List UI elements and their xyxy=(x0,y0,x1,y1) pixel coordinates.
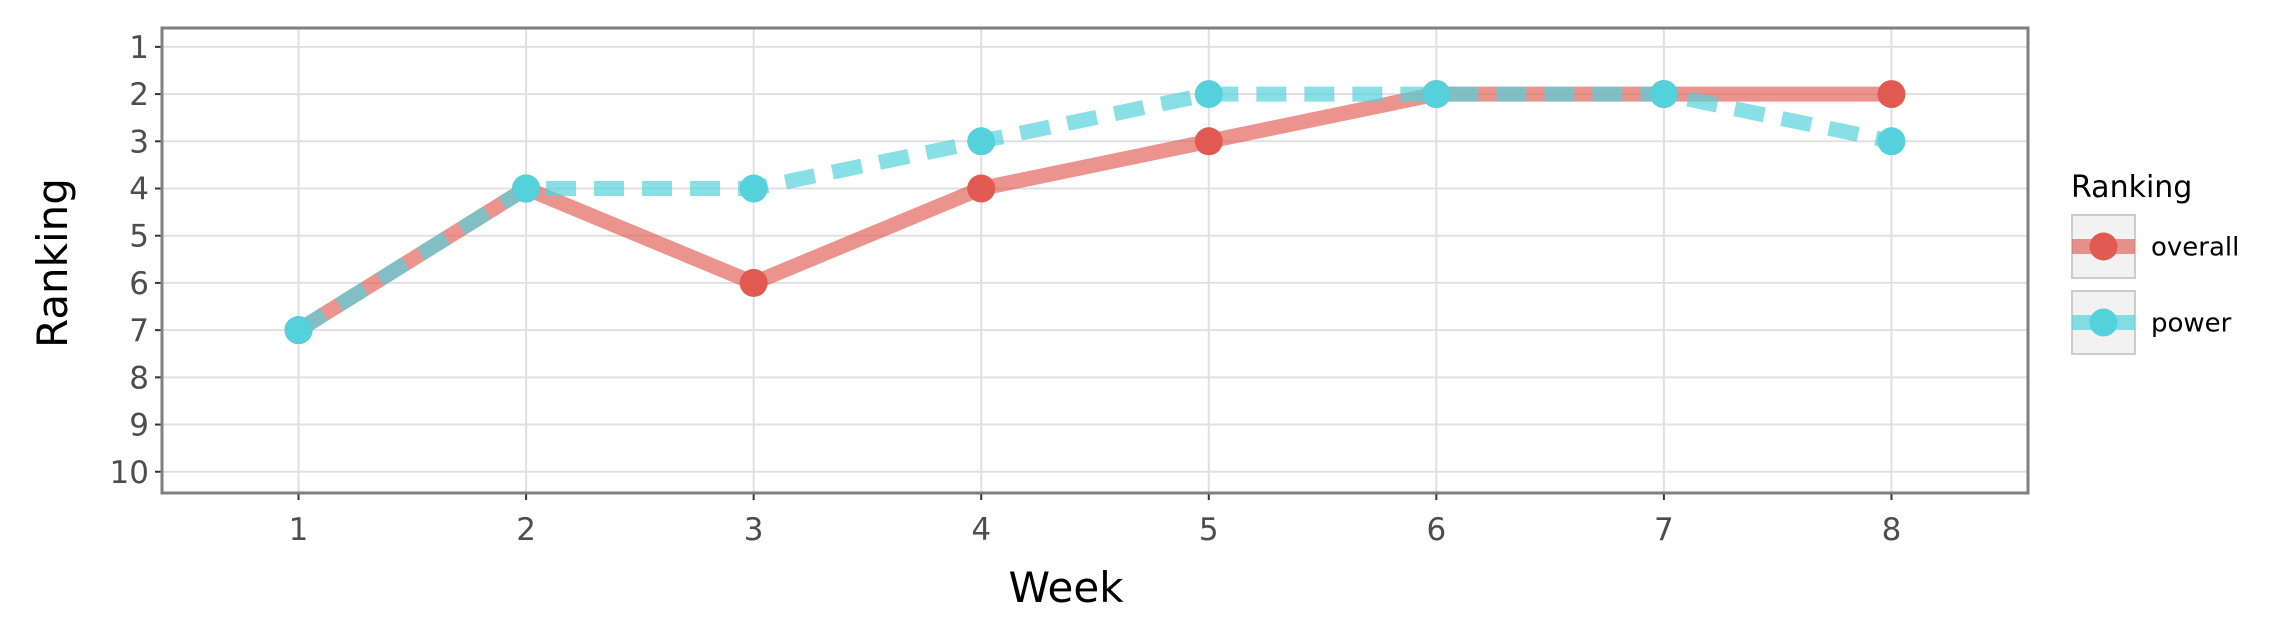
y-tick-label: 1 xyxy=(129,30,149,66)
y-tick-label: 8 xyxy=(129,360,149,396)
y-tick-label: 3 xyxy=(129,124,149,160)
series-points xyxy=(284,80,1906,345)
panel-border xyxy=(160,26,2030,495)
x-tick-label: 1 xyxy=(289,512,309,548)
data-point-overall xyxy=(1877,80,1906,109)
x-tick-label: 4 xyxy=(971,512,991,548)
legend-items: overall power xyxy=(2071,214,2239,355)
data-point-power xyxy=(1649,80,1678,109)
x-tick-label: 5 xyxy=(1199,512,1219,548)
legend-key-point xyxy=(2089,232,2118,261)
legend-item-power: power xyxy=(2071,290,2232,355)
data-point-overall xyxy=(967,174,996,203)
x-tick-label: 7 xyxy=(1654,512,1674,548)
x-tick-label: 2 xyxy=(516,512,536,548)
series-line-overall xyxy=(294,86,1892,337)
y-tick-label: 4 xyxy=(129,172,149,208)
data-point-power xyxy=(1194,80,1223,109)
data-point-overall xyxy=(739,268,768,297)
legend-item-overall: overall xyxy=(2071,214,2239,279)
x-axis-title: Week xyxy=(1008,563,1124,612)
data-point-power xyxy=(1877,127,1906,156)
y-tick-label: 5 xyxy=(129,219,149,255)
series-lines xyxy=(294,86,1894,337)
data-point-power xyxy=(284,316,313,345)
data-point-power xyxy=(1422,80,1451,109)
y-tick-label: 2 xyxy=(129,77,149,113)
legend-label: overall xyxy=(2151,233,2239,263)
legend-key-point xyxy=(2089,308,2118,337)
data-point-power xyxy=(512,174,541,203)
data-point-overall xyxy=(1194,127,1223,156)
y-tick-label: 7 xyxy=(129,313,149,349)
y-tick-label: 6 xyxy=(129,266,149,302)
y-axis-title: Ranking xyxy=(28,178,77,348)
legend-label: power xyxy=(2151,309,2232,339)
x-tick-labels: 1 2 3 4 5 6 7 8 xyxy=(289,512,1902,548)
data-point-power xyxy=(967,127,996,156)
legend-title: Ranking xyxy=(2071,170,2192,205)
series-line-power xyxy=(294,86,1894,337)
x-tick-label: 3 xyxy=(744,512,764,548)
y-tick-labels: 1 2 3 4 5 6 7 8 9 10 xyxy=(110,30,149,491)
x-tick-label: 6 xyxy=(1426,512,1446,548)
data-point-power xyxy=(739,174,768,203)
x-tick-label: 8 xyxy=(1882,512,1902,548)
legend: Ranking overall power xyxy=(2071,170,2239,355)
y-tick-label: 10 xyxy=(110,455,149,491)
y-tick-label: 9 xyxy=(129,408,149,444)
